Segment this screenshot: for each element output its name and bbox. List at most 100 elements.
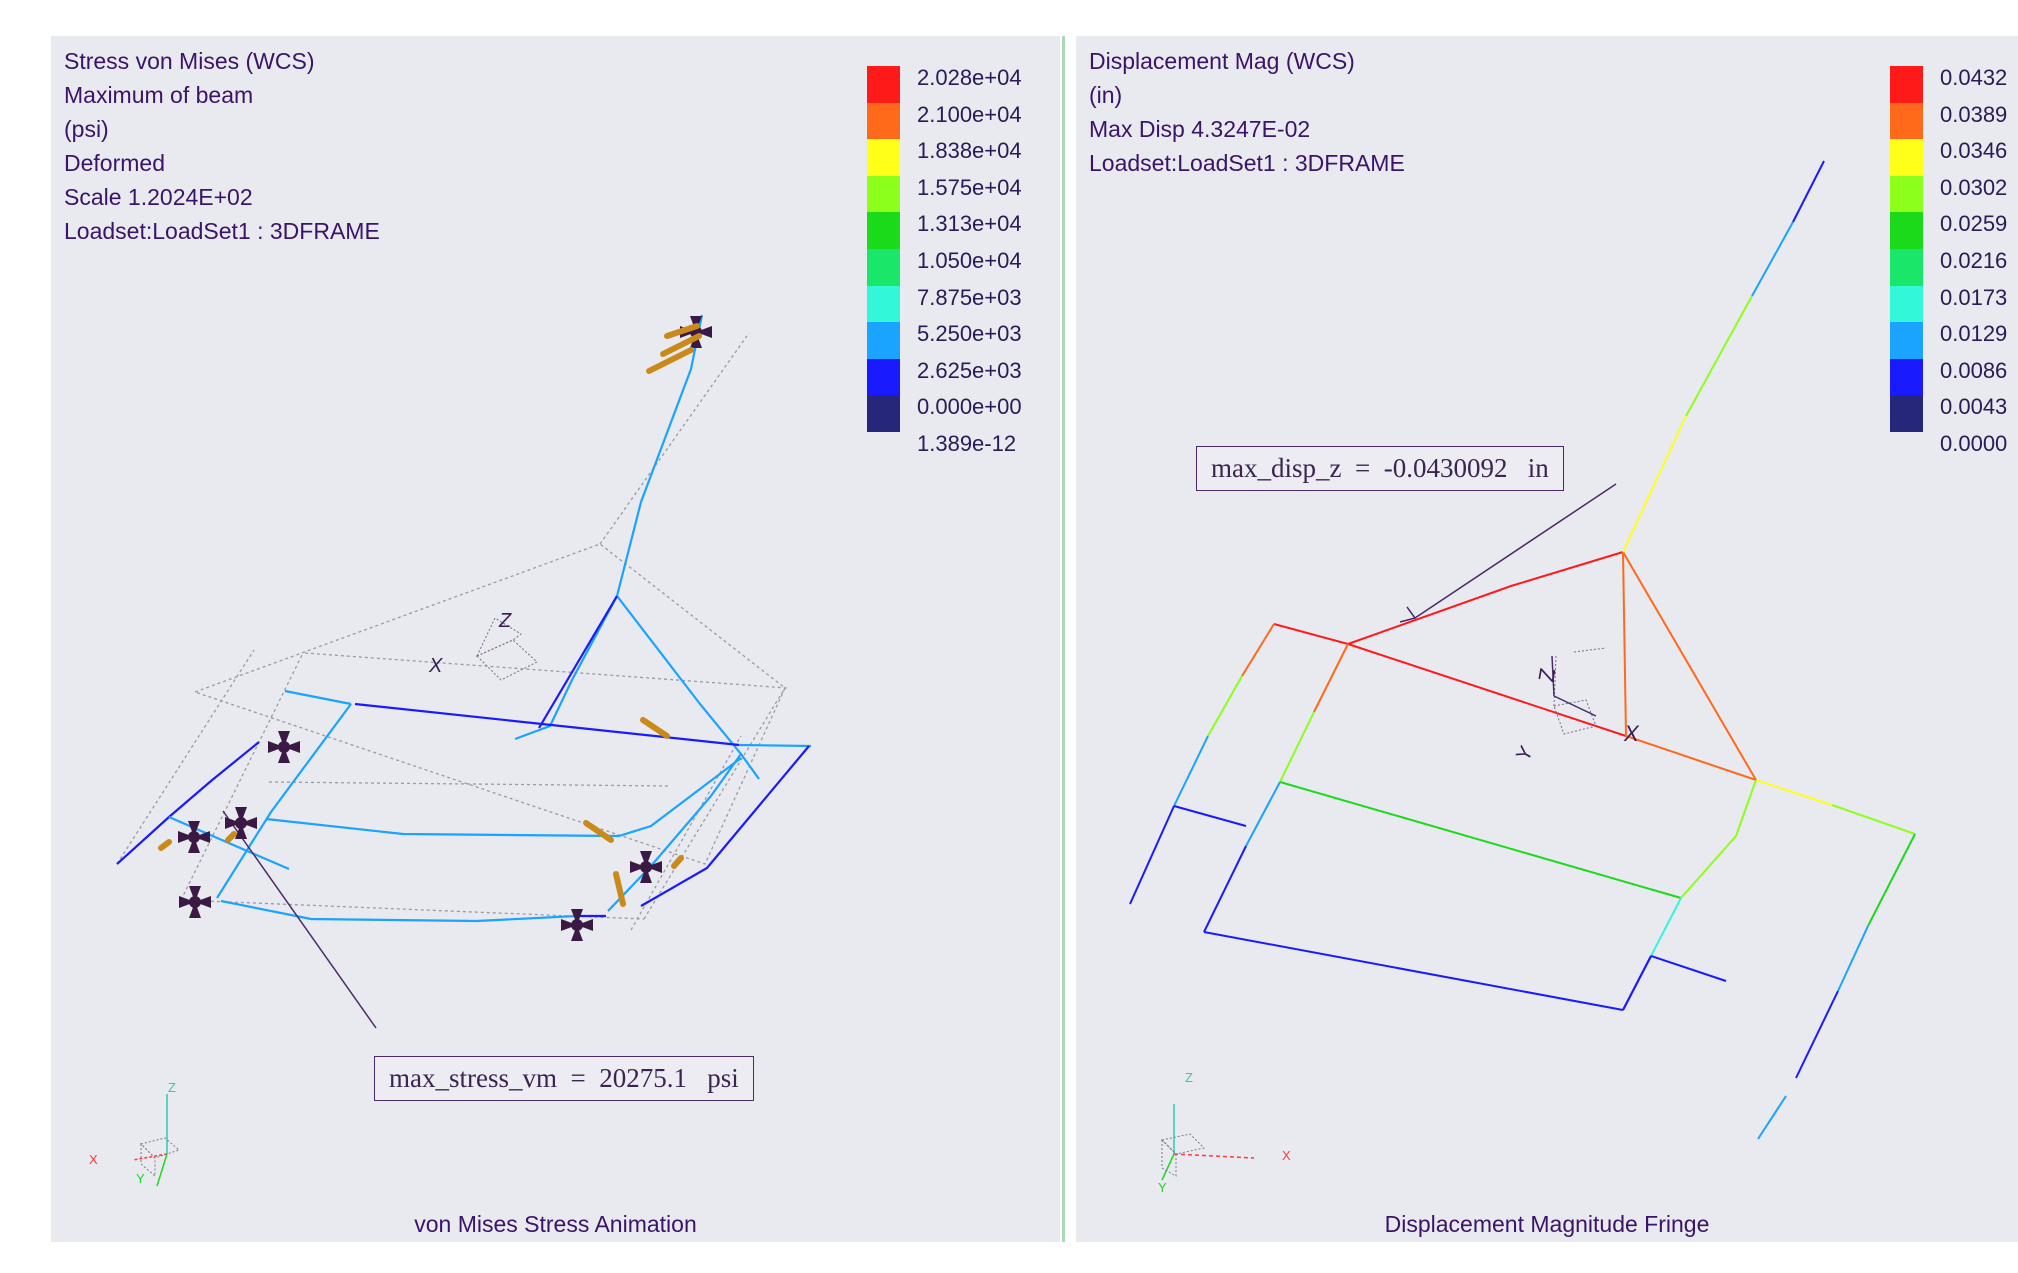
load-arrow [225, 831, 237, 843]
load-arrow [158, 839, 172, 851]
legend-swatch [867, 285, 900, 323]
model-x-label: X [1623, 721, 1640, 746]
triad-y-label: Y [1158, 1180, 1167, 1195]
legend-swatch [867, 66, 900, 103]
stress-model-scene: Z X Z X Y [89, 314, 812, 1187]
load-arrow [671, 855, 684, 869]
legend-label: 1.575e+04 [917, 174, 1022, 200]
legend-color-bar [867, 66, 900, 432]
legend-swatch [867, 358, 900, 396]
load-arrow [613, 871, 626, 907]
constraint-icon [630, 851, 662, 883]
displacement-info-block: Displacement Mag (WCS) (in) Max Disp 4.3… [1089, 44, 1405, 180]
model-z-label: Z [1533, 666, 1560, 684]
load-arrow [583, 820, 614, 843]
info-loadset: Loadset:LoadSet1 : 3DFRAME [1089, 150, 1405, 176]
max-disp-annotation[interactable]: max_disp_z = -0.0430092 in [1196, 446, 1564, 491]
info-result-type: Displacement Mag (WCS) [1089, 48, 1355, 74]
legend-swatch [1890, 212, 1923, 249]
legend-swatch [1890, 139, 1923, 176]
displacement-viewport[interactable]: Displacement Mag (WCS) (in) Max Disp 4.3… [1076, 36, 2018, 1242]
legend-swatch [867, 248, 900, 286]
legend-label: 0.0302 [1940, 174, 2008, 200]
load-arrow [664, 323, 700, 339]
model-csys [475, 617, 538, 681]
legend-swatch [1890, 358, 1923, 396]
legend-label: 0.0043 [1940, 394, 2008, 420]
displacement-frame [1129, 160, 1916, 1140]
legend-label: 0.0389 [1940, 101, 2008, 127]
legend-swatch [867, 139, 900, 176]
legend-swatch [1890, 285, 1923, 323]
max-stress-annotation[interactable]: max_stress_vm = 20275.1 psi [374, 1056, 754, 1101]
triad-x-label: X [1282, 1148, 1291, 1163]
load-arrow [646, 347, 694, 374]
model-csys [1553, 647, 1607, 735]
legend-swatch [867, 395, 900, 432]
constraint-icon [178, 821, 210, 853]
view-triad-icon [1160, 1104, 1255, 1181]
info-deformed: Deformed [64, 150, 165, 176]
undeformed-outline [116, 332, 788, 931]
model-z-label: Z [498, 610, 512, 632]
legend-swatch [867, 175, 900, 213]
constraint-icon [268, 731, 300, 763]
legend-label: 0.0173 [1940, 284, 2008, 310]
legend-label: 0.0346 [1940, 138, 2008, 164]
triad-y-label: Y [136, 1171, 145, 1186]
stress-caption: von Mises Stress Animation [414, 1211, 697, 1237]
constraint-symbols [178, 316, 712, 941]
info-units: (psi) [64, 116, 109, 142]
triad-z-label: Z [1185, 1070, 1193, 1085]
legend-swatch [1890, 395, 1923, 432]
deformed-frame [116, 314, 812, 923]
info-max-disp: Max Disp 4.3247E-02 [1089, 116, 1311, 142]
triad-x-label: X [89, 1152, 98, 1167]
legend-swatch [867, 212, 900, 249]
viewport-divider[interactable] [1062, 36, 1065, 1242]
legend-label: 1.838e+04 [917, 138, 1022, 164]
model-y-label: Y [1512, 743, 1538, 766]
legend-swatch [1890, 102, 1923, 140]
legend-label: 0.0432 [1940, 65, 2008, 90]
legend-swatch [1890, 322, 1923, 359]
legend-label: 0.0000 [1940, 430, 2008, 456]
legend-label: 2.100e+04 [917, 101, 1022, 127]
constraint-icon [225, 807, 257, 839]
model-x-label: X [428, 655, 443, 677]
legend-label: 1.050e+04 [917, 247, 1022, 273]
stress-info-block: Stress von Mises (WCS) Maximum of beam (… [64, 44, 380, 248]
legend-swatch [867, 102, 900, 140]
legend-swatch [1890, 248, 1923, 286]
info-units: (in) [1089, 82, 1123, 108]
view-triad-icon [132, 1094, 180, 1187]
legend-label: 7.875e+03 [917, 284, 1022, 310]
legend-swatch [1890, 66, 1923, 103]
legend-label: 1.389e-12 [917, 430, 1017, 456]
stress-viewport[interactable]: Stress von Mises (WCS) Maximum of beam (… [51, 36, 1060, 1242]
info-result-type: Stress von Mises (WCS) [64, 48, 315, 74]
stress-leader-line [222, 810, 377, 1029]
displacement-caption: Displacement Magnitude Fringe [1384, 1211, 1710, 1237]
legend-label: 0.000e+00 [917, 394, 1022, 420]
info-component: Maximum of beam [64, 82, 254, 108]
legend-label: 0.0086 [1940, 357, 2008, 383]
legend-label: 5.250e+03 [917, 321, 1022, 347]
legend-label: 2.625e+03 [917, 357, 1022, 383]
legend-label: 0.0129 [1940, 321, 2008, 347]
legend-labels: 2.028e+04 2.100e+04 1.838e+04 1.575e+04 … [917, 60, 1022, 463]
legend-label: 2.028e+04 [917, 65, 1022, 90]
load-arrows [158, 323, 702, 907]
legend-swatch [1890, 175, 1923, 213]
load-arrow [660, 333, 702, 357]
displacement-model-scene: Z X Y Z X Y [1129, 160, 1916, 1195]
load-arrow [640, 717, 670, 739]
legend-labels: 0.0432 0.0389 0.0346 0.0302 0.0259 0.021… [1940, 60, 2007, 463]
constraint-icon [561, 909, 593, 941]
legend-label: 0.0216 [1940, 247, 2008, 273]
info-loadset: Loadset:LoadSet1 : 3DFRAME [64, 218, 380, 244]
disp-leader-line [1414, 483, 1617, 619]
legend-label: 0.0259 [1940, 211, 2008, 237]
triad-z-label: Z [168, 1080, 176, 1095]
info-scale: Scale 1.2024E+02 [64, 184, 253, 210]
